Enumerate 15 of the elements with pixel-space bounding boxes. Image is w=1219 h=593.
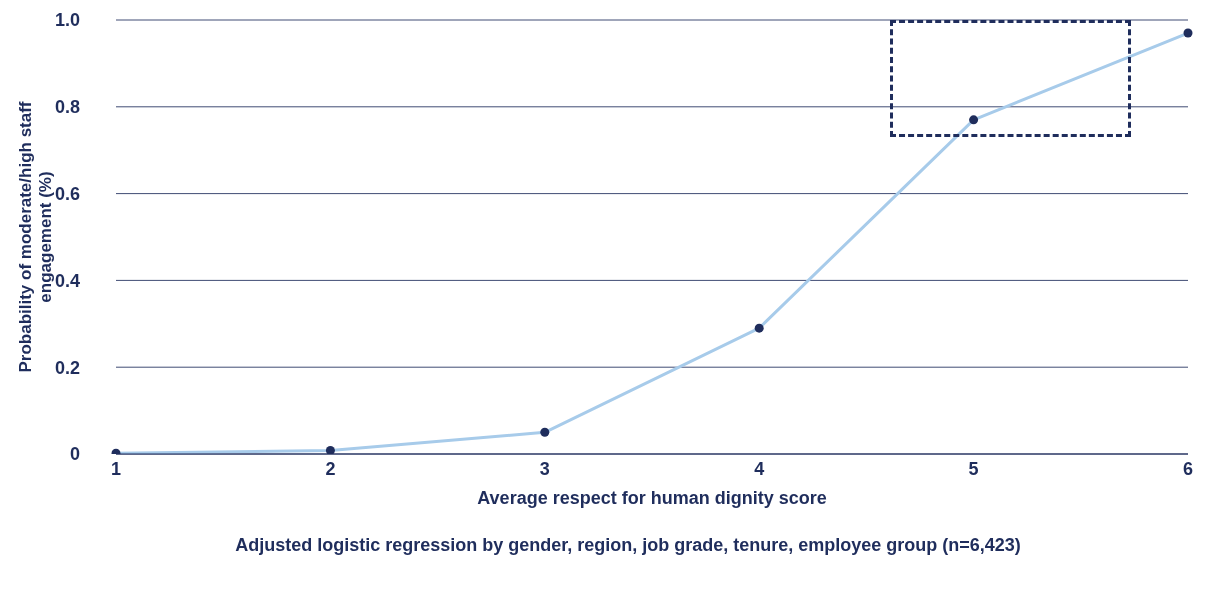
x-tick-label: 4 <box>754 458 765 479</box>
y-tick-label: 0.6 <box>54 183 80 204</box>
y-tick-label: 0.2 <box>54 357 80 378</box>
x-axis-title: Average respect for human dignity score <box>476 488 828 509</box>
text: Adjusted logistic regression by gender, region, job grade, tenure, employee group (n=6,423) <box>234 535 1022 556</box>
x-tick-label: 6 <box>1182 458 1194 479</box>
y-tick-label: 0 <box>69 444 80 465</box>
y-tick-label: 0.8 <box>54 97 80 118</box>
x-tick-label: 5 <box>968 458 979 479</box>
x-tick-label: 2 <box>325 458 336 479</box>
x-tick-label: 1 <box>110 458 122 479</box>
y-axis-title: Probability of moderate/high staff engagement (%) <box>16 101 56 373</box>
y-tick-label: 1.0 <box>54 10 80 31</box>
y-tick-label: 0.4 <box>54 270 80 291</box>
x-tick-label: 3 <box>539 458 550 479</box>
